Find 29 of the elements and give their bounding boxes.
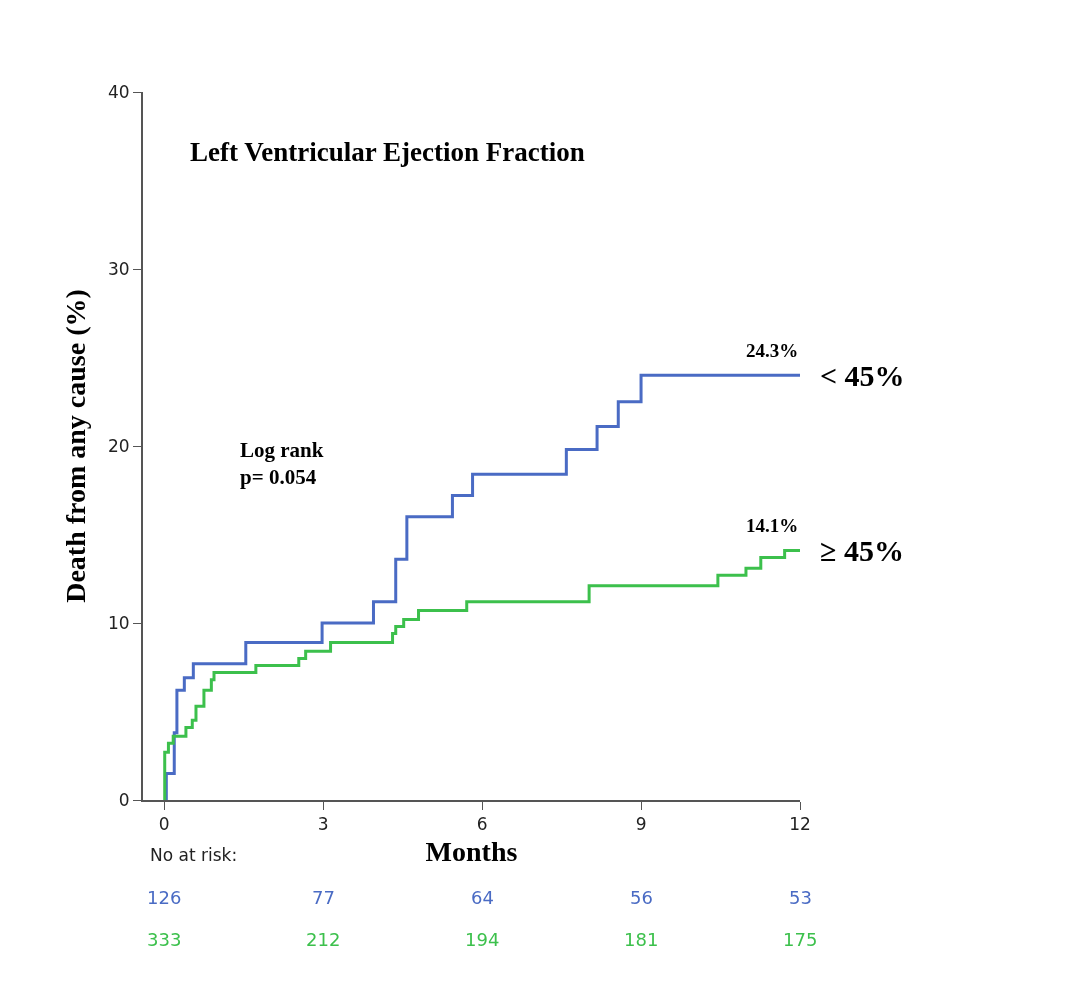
y-tick-label: 40: [107, 81, 130, 102]
y-tick-label: 10: [107, 612, 130, 633]
text: No at risk:: [150, 845, 238, 865]
text: 64: [471, 887, 494, 908]
x-tick-label: 6: [476, 814, 488, 835]
annotation: 14.1%: [746, 515, 799, 536]
text: 212: [306, 929, 341, 950]
text: 194: [465, 929, 500, 950]
text: Left Ventricular Ejection Fraction: [190, 137, 585, 168]
y-tick-label: 20: [107, 435, 130, 456]
x-tick-label: 12: [789, 814, 811, 835]
text: 126: [147, 887, 182, 908]
text: 333: [147, 929, 182, 950]
x-tick-label: 0: [158, 814, 170, 835]
y-tick-label: 30: [107, 258, 130, 279]
series-label: ≥ 45%: [820, 534, 904, 567]
annotation: Log rank p= 0.054: [240, 438, 324, 490]
x-axis-title: Months: [425, 836, 518, 867]
annotation: 24.3%: [746, 340, 799, 361]
text: 181: [624, 929, 659, 950]
y-axis-title: Death from any cause (%): [60, 289, 92, 603]
text: 77: [312, 887, 335, 908]
text: 175: [783, 929, 818, 950]
text: 56: [630, 887, 653, 908]
x-tick-label: 3: [317, 814, 329, 835]
text: 53: [789, 887, 812, 908]
y-tick-label: 0: [118, 789, 130, 810]
x-tick-label: 9: [635, 814, 647, 835]
series-label: < 45%: [820, 359, 905, 392]
